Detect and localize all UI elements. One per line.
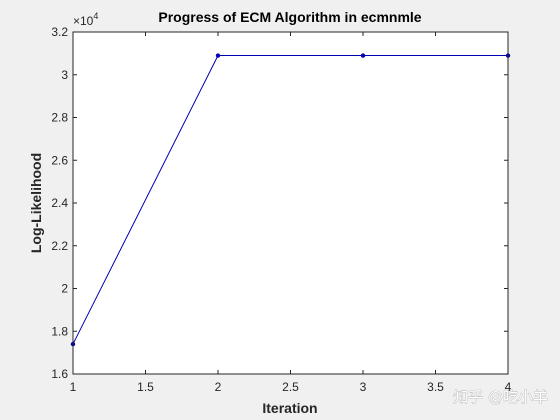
- y-multiplier-base: ×10: [73, 14, 94, 28]
- y-tick-label: 1.8: [51, 324, 68, 338]
- data-point: [360, 53, 366, 58]
- x-axis-label: Iteration: [262, 400, 317, 416]
- x-tick-label: 1: [70, 380, 77, 394]
- watermark-text: 知乎 @吃小羊: [453, 388, 548, 406]
- y-tick-label: 3.2: [51, 25, 68, 39]
- x-tick-label: 4: [505, 380, 512, 394]
- x-axis-ticks: 1 1.5 2 2.5 3 3.5 4: [70, 32, 512, 394]
- y-axis-ticks: 1.6 1.8 2 2.2 2.4 2.6 2.8 3 3.2: [51, 25, 508, 381]
- y-tick-label: 1.6: [51, 367, 68, 381]
- data-point: [215, 53, 221, 58]
- x-tick-label: 3: [360, 380, 367, 394]
- x-tick-label: 2: [215, 380, 222, 394]
- plot-area: [73, 32, 508, 374]
- y-axis-label: Log-Likelihood: [28, 153, 44, 253]
- y-tick-label: 3: [61, 68, 68, 82]
- y-multiplier-exponent: 4: [93, 11, 98, 21]
- x-tick-label: 2.5: [282, 380, 299, 394]
- y-tick-label: 2: [61, 282, 68, 296]
- y-axis-multiplier: ×104: [73, 11, 98, 28]
- y-tick-label: 2.4: [51, 196, 68, 210]
- series-line: [72, 55, 508, 345]
- y-tick-label: 2.6: [51, 153, 68, 167]
- x-tick-label: 1.5: [137, 380, 154, 394]
- y-tick-label: 2.8: [51, 111, 68, 125]
- y-tick-label: 2.2: [51, 239, 68, 253]
- x-tick-label: 3.5: [427, 380, 444, 394]
- chart-title: Progress of ECM Algorithm in ecmnmle: [158, 9, 421, 25]
